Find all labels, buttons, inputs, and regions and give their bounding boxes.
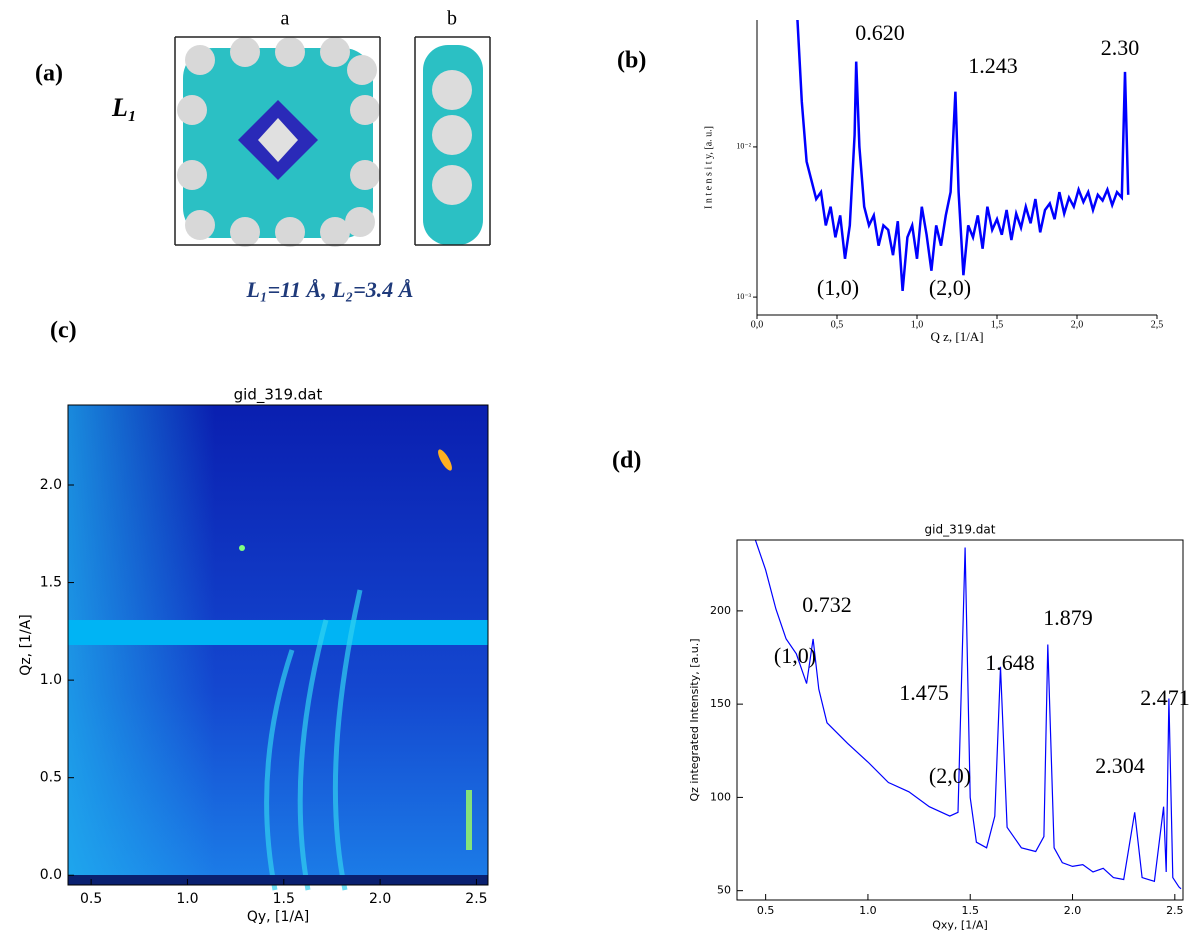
panel: 0,0 0,5 1,0 1,5 2,0 2,5 10⁻³ 10⁻² Q z, [1/A] I n … [703,20,1164,344]
h-atom [177,95,207,125]
x-tick-label: 1.0 [859,904,877,917]
panel-label: (a) [35,61,63,87]
bragg-rod [466,790,472,850]
y-axis-label: I n t e n s i t y, [a. u.] [703,126,714,209]
h-atom [185,210,215,240]
h-atom [275,37,305,67]
y-tick-label: 1.0 [40,672,62,688]
molecule-symbol: L₁ [111,93,137,122]
x-tick-label: 2.5 [1166,904,1184,917]
panel-labels: (a) (b) (c) (d) [35,48,646,474]
panel: 0.5 1.0 1.5 2.0 2.5 50 100 150 200 gid_319.dat Qxy… [688,523,1190,932]
x-tick-label: 2,0 [1071,319,1084,330]
x-tick-label: 2.5 [465,891,487,907]
x-tick-label: 1,0 [911,319,924,330]
h-atom [177,160,207,190]
floor-strip [68,875,488,885]
annotation: 1.243 [968,53,1018,78]
molecule-caption: L₁=11 Å, L₂=3.4 Å [246,277,414,302]
y-tick-label: 0.5 [40,770,62,786]
x-tick-label: 0.5 [757,904,775,917]
annotation: (1,0) [817,275,859,300]
x-tick-label: 2,5 [1151,319,1164,330]
diffraction-arc [332,589,363,891]
x-axis-label: Qxy, [1/A] [932,918,987,931]
h-atom [347,55,377,85]
h-atom [350,160,380,190]
y-tick-label: 50 [717,884,731,897]
x-axis-label: Qy, [1/A] [247,909,309,925]
annotation: (1,0) [774,643,816,668]
x-tick-label: 0,0 [751,319,764,330]
chart-title: gid_319.dat [925,523,996,537]
data-line [754,540,1182,890]
panel-label: (d) [612,448,641,474]
y-tick-label: 10⁻³ [736,292,751,301]
annotation: 0.620 [855,20,905,45]
annotation: 2.304 [1095,753,1145,778]
h-atom [275,217,305,247]
annotation: 2.30 [1101,35,1140,60]
dimension-lines [174,36,491,246]
y-axis-label: Qz integrated Intensity, [a.u.] [688,638,701,801]
h-atom [432,115,472,155]
y-tick-label: 2.0 [40,477,62,493]
x-axis-label: Q z, [1/A] [930,329,983,344]
annotation: 1.475 [899,680,949,705]
panel-label: (b) [617,48,646,74]
y-tick-label: 100 [710,790,731,803]
annotation: (2,0) [929,275,971,300]
x-tick-label: 1.5 [961,904,979,917]
x-tick-label: 1.0 [176,891,198,907]
h-atom [230,217,260,247]
detector-gap [68,620,488,645]
y-tick-label: 1.5 [40,575,62,591]
molecule: a b L₁ L₁=11 Å, L₂=3.4 Å [111,8,491,302]
molecule-center [258,118,298,162]
annotation: 2.471 [1140,685,1190,710]
h-atom [230,37,260,67]
annotation: 0.732 [802,592,852,617]
bragg-spot [438,449,452,471]
x-tick-label: 2.0 [1064,904,1082,917]
y-tick-label: 10⁻² [736,142,751,151]
dimension-label: b [447,8,457,30]
x-tick-label: 1.5 [273,891,295,907]
plot-frame [67,404,489,886]
y-tick-label: 0.0 [40,867,62,883]
h-atom [320,37,350,67]
x-tick-label: 1,5 [991,319,1004,330]
diffraction-arc [297,619,329,891]
annotation: 1.879 [1043,605,1093,630]
spot [239,545,245,551]
y-tick-label: 200 [710,604,731,617]
h-atoms [177,37,380,247]
plot-frame [736,539,1184,901]
h-atom [320,217,350,247]
y-axis-label: Qz, [1/A] [18,614,34,675]
x-tick-label: 0.5 [80,891,102,907]
annotation: 1.648 [985,650,1035,675]
h-atom [432,70,472,110]
dimension-label: a [281,8,290,30]
h-atom [432,165,472,205]
panel-label: (c) [50,318,77,344]
data-line [796,20,1130,292]
x-tick-label: 2.0 [369,891,391,907]
h-atom [185,45,215,75]
y-tick-label: 150 [710,697,731,710]
h-atom [350,95,380,125]
annotation: (2,0) [929,763,971,788]
chart-title: gid_319.dat [234,386,323,405]
panel: 0.5 1.0 1.5 2.0 2.5 0.0 0.5 1.0 1.5 2.0 gid_319.da… [18,386,489,925]
diffraction-arc [264,649,295,891]
x-tick-label: 0,5 [831,319,844,330]
h-atom [345,207,375,237]
